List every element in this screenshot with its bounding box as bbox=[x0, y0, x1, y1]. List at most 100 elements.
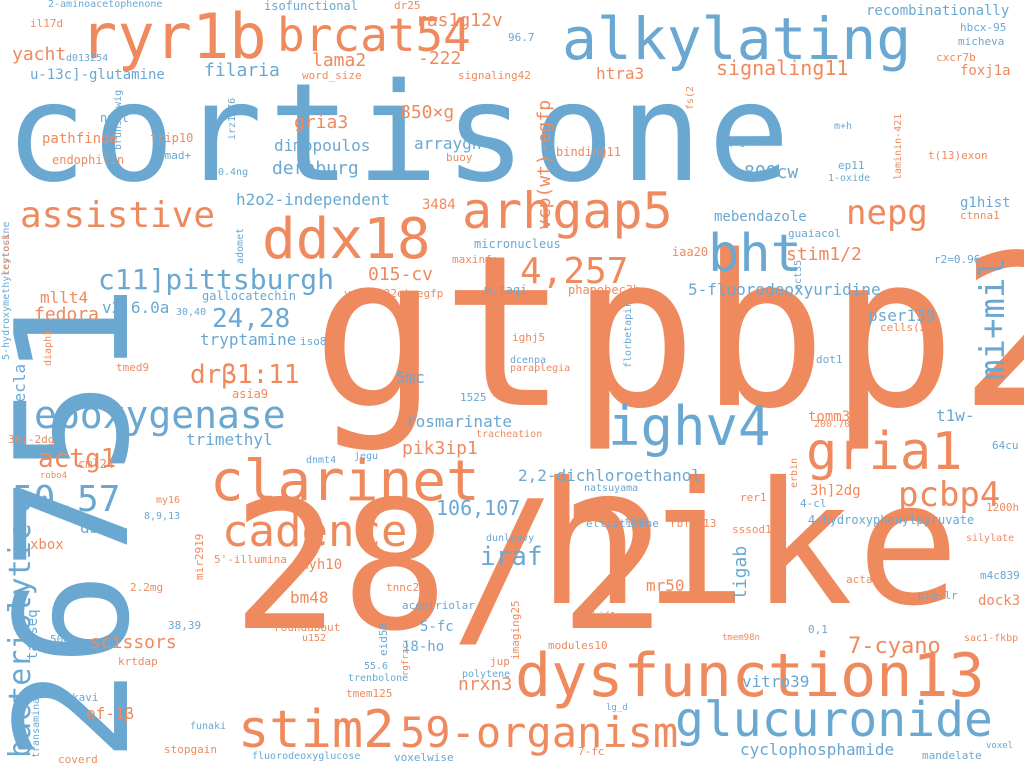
word-rosmarinate: rosmarinate bbox=[406, 412, 512, 431]
word-dock3: dock3 bbox=[978, 593, 1021, 609]
word-5-fc: 5-fc bbox=[420, 619, 454, 635]
word-h2o2-independent: h2o2-independent bbox=[236, 190, 391, 209]
word-m-plus-h: m+h bbox=[834, 121, 853, 132]
word-glucuronide: glucuronide bbox=[675, 692, 993, 748]
word-ryr1b: ryr1b bbox=[80, 0, 267, 73]
word-2-aminoacetophenone: 2-aminoacetophenone bbox=[48, 0, 163, 10]
word-epoxygenase: epoxygenase bbox=[34, 393, 286, 437]
word-m4c839: m4c839 bbox=[980, 569, 1020, 582]
word-ep11: ep11 bbox=[838, 159, 865, 172]
word-ighv4: ighv4 bbox=[608, 395, 771, 458]
word-voxel: voxel bbox=[986, 741, 1014, 751]
word-laminin-421: laminin-421 bbox=[893, 113, 904, 180]
word-stim1-2: stim1/2 bbox=[786, 244, 862, 265]
word-xbox: xbox bbox=[30, 537, 64, 553]
word-2-2mg: 2.2mg bbox=[130, 581, 164, 594]
word-tomm34: tomm34 bbox=[808, 409, 859, 425]
word-natsuyama: natsuyama bbox=[584, 483, 639, 494]
word-iso8: iso8 bbox=[300, 335, 327, 348]
word-bht: bht bbox=[708, 224, 802, 284]
word-cyclophosphamide: cyclophosphamide bbox=[740, 740, 895, 759]
word-7-fc: 7-fc bbox=[578, 745, 605, 758]
word-gtpbp2: gtpbp2 bbox=[312, 210, 1024, 455]
word-8-9-13: 8,9,13 bbox=[144, 511, 181, 522]
word-signaling11: signaling11 bbox=[716, 56, 849, 80]
word-phapobec3b: phapobec3b bbox=[568, 283, 641, 297]
word-restock: restock bbox=[1, 233, 12, 276]
word-pcbp4: pcbp4 bbox=[898, 475, 1001, 515]
word-minus-222: -222 bbox=[418, 48, 462, 69]
word-4257: 4,257 bbox=[520, 251, 629, 292]
word-015-cv: 015-cv bbox=[368, 264, 434, 285]
word-silylate: silylate bbox=[966, 533, 1015, 544]
word-dr25: dr25 bbox=[394, 0, 421, 12]
word-u-13c-glutamine: u-13c]-glutamine bbox=[30, 67, 165, 83]
word-jup: jup bbox=[490, 655, 510, 668]
word-4-cl: 4-cl bbox=[800, 497, 827, 510]
word-m-taqi: m.taqi bbox=[484, 283, 528, 297]
word-nutt: nutt bbox=[100, 111, 129, 125]
word-mir2919: mir2919 bbox=[193, 533, 206, 580]
word-59-organism: 59-organism bbox=[400, 708, 679, 757]
word-erbin: erbin bbox=[789, 457, 800, 488]
word-trenbolone: trenbolone bbox=[348, 673, 409, 684]
word-kavi: kavi bbox=[72, 691, 99, 704]
word-800cw: 800cw bbox=[744, 162, 799, 183]
word-fluorodeoxyglucose: fluorodeoxyglucose bbox=[252, 751, 361, 762]
word-my16: my16 bbox=[156, 495, 181, 506]
word-arraygn: arraygn bbox=[414, 134, 482, 153]
word-cells-2: cells(2 bbox=[880, 321, 927, 334]
word-kif1a: kif1a bbox=[592, 611, 623, 622]
word-dunleavy: dunleavy bbox=[486, 533, 535, 544]
word-funaki: funaki bbox=[190, 721, 227, 732]
word-ellipticine: ellipticine bbox=[586, 517, 659, 530]
word-voxelwise: voxelwise bbox=[394, 751, 454, 764]
word-dr-beta-1-11: drβ1:11 bbox=[190, 360, 300, 390]
word-0-1: 0,1 bbox=[808, 623, 828, 636]
word-tryptamine: tryptamine bbox=[200, 330, 297, 349]
word-tmed9: tmed9 bbox=[116, 361, 150, 374]
word-roundabout: roundabout bbox=[274, 621, 341, 634]
word-stim2: stim2 bbox=[238, 700, 395, 760]
word-fedora: fedora bbox=[34, 304, 100, 325]
word-hbcx-95: hbcx-95 bbox=[960, 21, 1007, 34]
word-tnnc2: tnnc2 bbox=[386, 581, 420, 594]
word-5mc: 5mc bbox=[396, 368, 425, 387]
word-arhgap5: arhgap5 bbox=[462, 182, 673, 240]
word-il17d: il17d bbox=[30, 17, 64, 30]
word-5-illumina: 5'-illumina bbox=[214, 553, 287, 566]
word-3h-2dg: 3h]2dg bbox=[810, 483, 861, 499]
word-mr50: mr50 bbox=[646, 576, 685, 595]
word-cml24: cml24 bbox=[78, 457, 115, 471]
word-word-size: word_size bbox=[302, 69, 362, 82]
word-cortisone: cortisone bbox=[5, 55, 796, 213]
word-ligab: ligab bbox=[730, 545, 751, 600]
word-scissors: scissors bbox=[90, 632, 177, 653]
word-actg1: actg1 bbox=[38, 444, 117, 474]
word-f344: f344 bbox=[624, 517, 649, 528]
word-stopgain: stopgain bbox=[164, 743, 217, 756]
word-30-40: 30,40 bbox=[176, 307, 207, 318]
word-vcp-a232e-egfp: vcp(a232e)-egfp bbox=[344, 287, 444, 300]
word-act35: act35 bbox=[793, 259, 804, 290]
word-tmem98n: tmem98n bbox=[722, 633, 760, 643]
word-alkylating: alkylating bbox=[562, 5, 912, 73]
word-28-2: 28/2 bbox=[232, 463, 669, 670]
word-4-hydroxyphenylpyruvate: 4-hydroxyphenylpyruvate bbox=[808, 513, 975, 527]
word-500u: 500u bbox=[50, 633, 77, 646]
word-brcat54: brcat54 bbox=[277, 8, 471, 62]
word-sssod1: sssod1 bbox=[732, 523, 772, 536]
word-18-ho: 18-ho bbox=[402, 639, 445, 655]
word-t1w: t1w- bbox=[936, 406, 975, 425]
word-iraf: iraf bbox=[480, 542, 543, 572]
word-tmem125: tmem125 bbox=[346, 687, 393, 700]
word-vcp-wt-egfp: vcp(wt)-egfp bbox=[534, 99, 555, 230]
word-7-cyano: 7-cyano bbox=[848, 634, 941, 659]
word-irz1176: irz1176 bbox=[227, 97, 238, 140]
word-iaa20: iaa20 bbox=[672, 245, 709, 259]
word-mllt4: mllt4 bbox=[40, 288, 89, 307]
word-polytene: polytene bbox=[462, 669, 511, 680]
word-u152: u152 bbox=[302, 633, 327, 644]
word-dimopoulos: dimopoulos bbox=[274, 136, 371, 155]
